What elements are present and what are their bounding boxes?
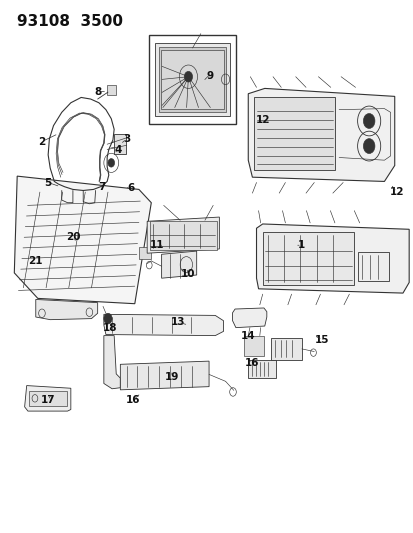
Text: 21: 21 [28,256,43,266]
Polygon shape [232,308,266,328]
Text: 16: 16 [125,395,140,406]
Circle shape [104,313,112,324]
Polygon shape [36,300,97,320]
Text: 12: 12 [255,115,269,125]
Text: 3: 3 [123,134,130,144]
Circle shape [184,71,192,82]
Bar [358,252,389,281]
Bar [160,50,224,109]
Bar [84,202,92,209]
Polygon shape [104,314,223,336]
Bar [158,47,226,112]
Circle shape [108,159,114,167]
Bar [155,43,229,116]
Text: 15: 15 [315,335,329,345]
Bar [254,97,334,169]
Text: 19: 19 [164,372,179,382]
Circle shape [363,139,374,154]
Polygon shape [248,88,394,181]
Text: 18: 18 [102,322,117,333]
Circle shape [363,114,374,128]
Polygon shape [161,251,196,278]
Bar [28,391,66,406]
Bar [114,134,126,154]
Polygon shape [104,336,120,389]
Text: 16: 16 [244,358,259,368]
Polygon shape [147,217,219,253]
Text: 7: 7 [98,182,105,192]
Text: 17: 17 [41,395,55,406]
Bar [139,247,151,259]
Bar [244,336,263,356]
Text: 9: 9 [206,71,214,81]
Bar [262,232,354,285]
Text: 14: 14 [240,330,255,341]
Text: 1: 1 [297,240,305,250]
Polygon shape [256,224,408,293]
Bar [107,85,116,95]
Polygon shape [24,385,71,411]
Text: 5: 5 [45,177,52,188]
Bar [270,338,301,360]
Polygon shape [14,176,151,304]
Text: 4: 4 [114,144,122,155]
Text: 11: 11 [150,240,164,250]
Text: 20: 20 [66,232,80,243]
Text: 12: 12 [389,187,403,197]
Text: 2: 2 [38,136,45,147]
Polygon shape [120,361,209,390]
Bar [149,35,235,124]
Bar [248,360,275,378]
Bar [62,200,71,208]
Text: 13: 13 [171,317,185,327]
Text: 10: 10 [181,270,195,279]
Bar [149,221,216,250]
Text: 6: 6 [127,183,134,193]
Text: 8: 8 [94,87,101,97]
Text: 93108  3500: 93108 3500 [17,14,123,29]
